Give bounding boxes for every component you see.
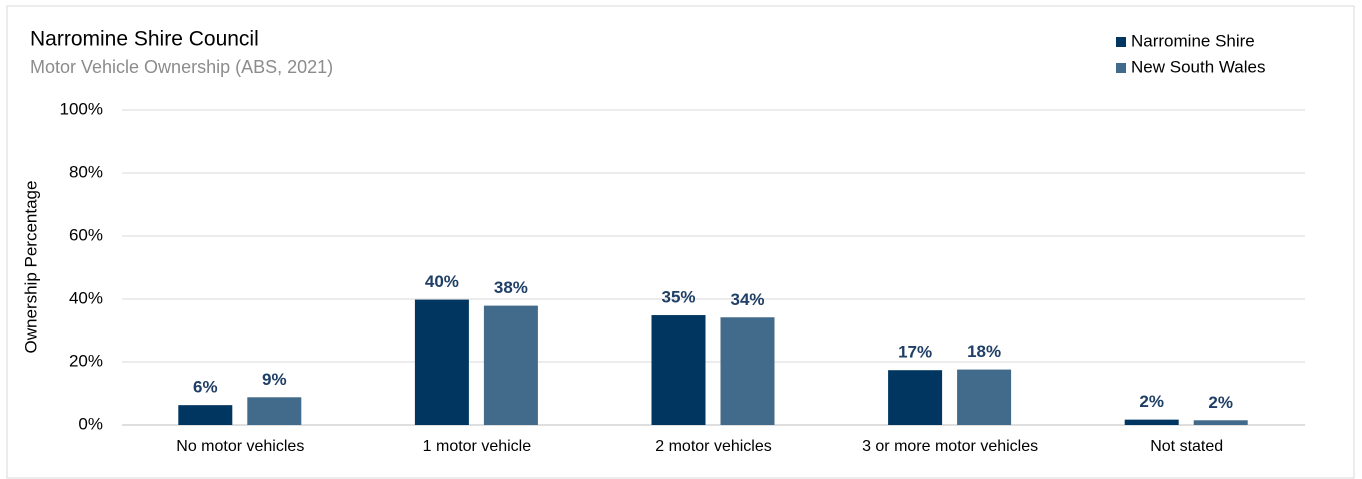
x-tick-label: Not stated bbox=[1150, 438, 1223, 455]
bar bbox=[720, 317, 775, 425]
value-label: 40% bbox=[425, 272, 459, 291]
y-axis-label: Ownership Percentage bbox=[21, 181, 40, 354]
bar bbox=[888, 370, 943, 425]
y-tick-label: 80% bbox=[69, 162, 103, 181]
bar bbox=[651, 315, 706, 425]
legend-label: New South Wales bbox=[1131, 57, 1265, 76]
value-label: 35% bbox=[661, 288, 695, 307]
bar bbox=[178, 405, 233, 425]
chart-title: Narromine Shire Council bbox=[30, 28, 259, 51]
value-label: 38% bbox=[494, 278, 528, 297]
bar bbox=[957, 369, 1012, 425]
value-label: 2% bbox=[1208, 393, 1233, 412]
x-tick-label: 1 motor vehicle bbox=[423, 438, 532, 455]
value-label: 17% bbox=[898, 343, 932, 362]
legend-label: Narromine Shire bbox=[1131, 31, 1255, 50]
legend-swatch bbox=[1116, 37, 1126, 47]
y-tick-label: 0% bbox=[78, 414, 103, 433]
bar bbox=[414, 299, 469, 425]
x-tick-label: 2 motor vehicles bbox=[655, 438, 772, 455]
chart-subtitle: Motor Vehicle Ownership (ABS, 2021) bbox=[30, 57, 333, 77]
y-tick-label: 60% bbox=[69, 225, 103, 244]
y-tick-label: 20% bbox=[69, 351, 103, 370]
value-label: 18% bbox=[967, 342, 1001, 361]
x-tick-label: No motor vehicles bbox=[176, 438, 304, 455]
bar bbox=[1124, 419, 1179, 425]
value-label: 34% bbox=[730, 290, 764, 309]
bar bbox=[1193, 420, 1248, 425]
y-tick-label: 100% bbox=[60, 99, 103, 118]
x-tick-label: 3 or more motor vehicles bbox=[862, 438, 1038, 455]
bar bbox=[483, 305, 538, 425]
legend-swatch bbox=[1116, 63, 1126, 73]
value-label: 2% bbox=[1139, 392, 1164, 411]
bar bbox=[247, 397, 302, 425]
value-label: 6% bbox=[193, 378, 218, 397]
value-label: 9% bbox=[262, 370, 287, 389]
y-tick-label: 40% bbox=[69, 288, 103, 307]
